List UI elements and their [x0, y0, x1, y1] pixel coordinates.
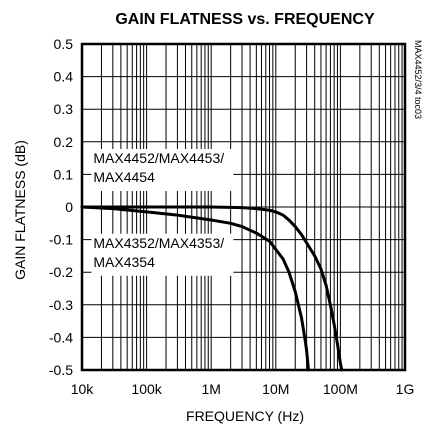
y-tick-label: -0.5: [49, 362, 73, 378]
y-tick-label: 0.2: [54, 134, 74, 150]
y-tick-label: -0.1: [49, 232, 73, 248]
figure-code: MAX4452/3/4 toc03: [413, 40, 422, 119]
annotation-line: MAX4354: [93, 254, 155, 270]
series-line-2: [80, 205, 310, 372]
y-tick-label: 0.1: [54, 166, 74, 182]
y-axis-label: GAIN FLATNESS (dB): [12, 140, 28, 280]
curve-annotation-2: MAX4352/MAX4353/MAX4354: [91, 233, 234, 276]
x-tick-label: 1G: [396, 381, 415, 397]
x-tick-label: 1M: [201, 381, 220, 397]
series-lines: [80, 205, 344, 372]
x-tick-label: 100k: [131, 381, 162, 397]
annotation-backdrop: [91, 148, 234, 191]
annotation-backdrop: [91, 233, 234, 276]
y-tick-labels: 0.5 0.4 0.3 0.2 0.1 0 -0.1 -0.2 -0.3 -0.4 -0.5: [49, 36, 73, 378]
y-tick-label: -0.4: [49, 329, 73, 345]
curve-annotations: MAX4452/MAX4453/MAX4454 MAX4352/MAX4353/M…: [91, 148, 234, 276]
y-tick-label: 0.5: [54, 36, 74, 52]
x-axis-label: FREQUENCY (Hz): [186, 408, 304, 424]
x-tick-label: 100M: [323, 381, 358, 397]
y-tick-label: 0: [65, 199, 73, 215]
annotation-line: MAX4452/MAX4453/: [93, 150, 224, 166]
annotation-line: MAX4454: [93, 169, 155, 185]
x-tick-label: 10M: [262, 381, 289, 397]
series-line-1: [80, 205, 344, 372]
annotation-line: MAX4352/MAX4353/: [93, 235, 224, 251]
y-tick-label: 0.3: [54, 101, 74, 117]
x-tick-labels: 10k 100k 1M 10M 100M 1G: [71, 381, 415, 397]
y-tick-label: -0.2: [49, 264, 73, 280]
y-tick-label: 0.4: [54, 69, 74, 85]
curve-annotation-1: MAX4452/MAX4453/MAX4454: [91, 148, 234, 191]
y-tick-label: -0.3: [49, 297, 73, 313]
plot-frame: [80, 42, 407, 372]
chart-title: GAIN FLATNESS vs. FREQUENCY: [115, 11, 375, 28]
x-tick-label: 10k: [71, 381, 95, 397]
